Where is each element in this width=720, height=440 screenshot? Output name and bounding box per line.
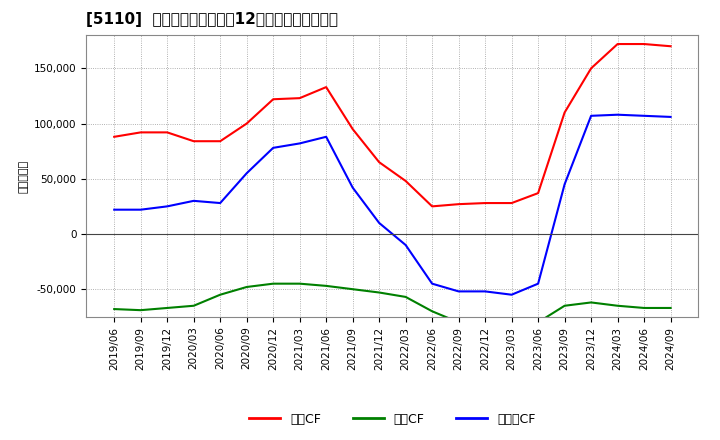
投賄CF [534, 320, 542, 325]
フリーCF [640, 113, 649, 118]
投賄CF [454, 320, 463, 325]
フリーCF [666, 114, 675, 120]
投賄CF [295, 281, 304, 286]
営業CF [375, 160, 384, 165]
投賄CF [375, 290, 384, 295]
フリーCF [613, 112, 622, 117]
フリーCF [454, 289, 463, 294]
フリーCF [163, 204, 171, 209]
Line: 投賄CF: 投賄CF [114, 284, 670, 325]
フリーCF [348, 185, 357, 190]
投賄CF [269, 281, 277, 286]
営業CF [666, 44, 675, 49]
営業CF [322, 84, 330, 90]
Line: フリーCF: フリーCF [114, 115, 670, 295]
フリーCF [322, 134, 330, 139]
Y-axis label: （百万円）: （百万円） [19, 159, 29, 193]
フリーCF [401, 242, 410, 248]
営業CF [560, 110, 569, 115]
投賄CF [560, 303, 569, 308]
フリーCF [587, 113, 595, 118]
投賄CF [613, 303, 622, 308]
投賄CF [322, 283, 330, 289]
投賄CF [481, 322, 490, 327]
営業CF [243, 121, 251, 126]
営業CF [534, 191, 542, 196]
投賄CF [189, 303, 198, 308]
投賄CF [163, 305, 171, 311]
フリーCF [481, 289, 490, 294]
フリーCF [110, 207, 119, 213]
フリーCF [534, 281, 542, 286]
営業CF [481, 200, 490, 205]
営業CF [163, 130, 171, 135]
営業CF [269, 97, 277, 102]
フリーCF [136, 207, 145, 213]
営業CF [454, 202, 463, 207]
営業CF [587, 66, 595, 71]
営業CF [216, 139, 225, 144]
フリーCF [560, 182, 569, 187]
フリーCF [375, 220, 384, 226]
フリーCF [189, 198, 198, 203]
フリーCF [508, 292, 516, 297]
営業CF [295, 95, 304, 101]
投賄CF [136, 308, 145, 313]
投賄CF [243, 284, 251, 290]
投賄CF [640, 305, 649, 311]
営業CF [348, 126, 357, 132]
投賄CF [666, 305, 675, 311]
Line: 営業CF: 営業CF [114, 44, 670, 206]
営業CF [189, 139, 198, 144]
営業CF [401, 178, 410, 183]
フリーCF [428, 281, 436, 286]
投賄CF [401, 294, 410, 300]
フリーCF [269, 145, 277, 150]
営業CF [428, 204, 436, 209]
投賄CF [216, 292, 225, 297]
フリーCF [295, 141, 304, 146]
営業CF [508, 200, 516, 205]
投賄CF [508, 322, 516, 327]
Legend: 営業CF, 投賄CF, フリーCF: 営業CF, 投賄CF, フリーCF [244, 407, 541, 430]
営業CF [136, 130, 145, 135]
フリーCF [216, 200, 225, 205]
投賄CF [348, 286, 357, 292]
投賄CF [428, 308, 436, 314]
投賄CF [110, 306, 119, 312]
投賄CF [587, 300, 595, 305]
Text: [5110]  キャッシュフローの12か月移動合計の推移: [5110] キャッシュフローの12か月移動合計の推移 [86, 12, 338, 27]
営業CF [110, 134, 119, 139]
営業CF [613, 41, 622, 47]
フリーCF [243, 171, 251, 176]
営業CF [640, 41, 649, 47]
